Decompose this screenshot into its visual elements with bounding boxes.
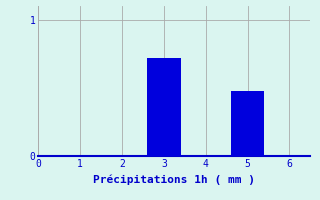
X-axis label: Précipitations 1h ( mm ): Précipitations 1h ( mm ) (93, 174, 255, 185)
Bar (147, 58, 181, 156)
Bar (231, 91, 264, 156)
